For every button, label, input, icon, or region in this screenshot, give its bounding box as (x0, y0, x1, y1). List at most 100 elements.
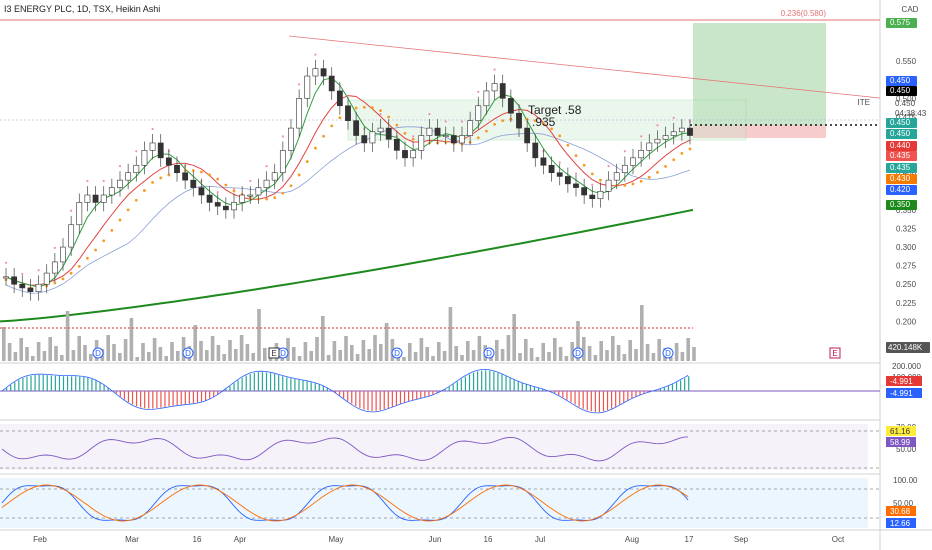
candle-body[interactable] (11, 276, 18, 285)
target-zone[interactable] (693, 23, 826, 125)
candle-body[interactable] (353, 120, 360, 136)
candle-body[interactable] (678, 127, 685, 133)
candle-body[interactable] (573, 183, 579, 188)
candle-body[interactable] (434, 127, 441, 136)
candle-body[interactable] (231, 202, 237, 211)
candle-body[interactable] (76, 202, 83, 226)
candle-body[interactable] (475, 105, 482, 121)
candle-body[interactable] (328, 75, 335, 92)
candles[interactable] (3, 59, 693, 301)
candle-body[interactable] (174, 164, 180, 174)
candle-body[interactable] (548, 164, 555, 174)
candle-body[interactable] (117, 179, 123, 188)
candle-body[interactable] (19, 283, 26, 289)
candle-body[interactable] (377, 127, 384, 133)
candle-body[interactable] (3, 276, 9, 279)
candle-body[interactable] (51, 261, 58, 274)
candle-body[interactable] (190, 179, 197, 188)
candle-body[interactable] (141, 150, 148, 166)
trend-line[interactable] (288, 35, 881, 99)
candle-body[interactable] (108, 187, 115, 196)
candle-body[interactable] (125, 172, 132, 181)
candle-body[interactable] (687, 127, 693, 136)
candle-body[interactable] (296, 98, 303, 129)
stop-zone[interactable] (693, 125, 826, 138)
event-markers[interactable]: D D D D D D DE E (92, 347, 841, 359)
candle-body[interactable] (532, 142, 539, 159)
candle-body[interactable] (491, 83, 498, 92)
dividend-marker[interactable] (92, 347, 104, 359)
candle-body[interactable] (581, 187, 588, 196)
candle-body[interactable] (279, 150, 286, 174)
candle-body[interactable] (450, 135, 457, 144)
candle-body[interactable] (410, 150, 417, 159)
candle-body[interactable] (670, 131, 677, 136)
dividend-marker[interactable] (391, 347, 403, 359)
candle-body[interactable] (499, 83, 506, 99)
candle-body[interactable] (27, 287, 34, 292)
candle-body[interactable] (516, 112, 522, 129)
candle-body[interactable] (605, 179, 612, 192)
candle-body[interactable] (198, 187, 205, 196)
candle-body[interactable] (84, 194, 91, 203)
candle-body[interactable] (320, 68, 327, 77)
candle-body[interactable] (426, 127, 433, 136)
candle-body[interactable] (540, 157, 547, 166)
candle-body[interactable] (100, 194, 107, 203)
candle-body[interactable] (556, 172, 563, 177)
candle-body[interactable] (165, 157, 172, 166)
candle-body[interactable] (157, 142, 164, 159)
candle-body[interactable] (621, 164, 628, 174)
candle-body[interactable] (288, 127, 294, 151)
candle-body[interactable] (564, 176, 571, 185)
dividend-marker[interactable] (572, 347, 584, 359)
candle-body[interactable] (369, 131, 376, 144)
candle-body[interactable] (638, 150, 645, 159)
candle-body[interactable] (613, 172, 620, 181)
candle-body[interactable] (336, 90, 343, 107)
candle-body[interactable] (35, 283, 42, 292)
candle-body[interactable] (214, 202, 221, 207)
dividend-marker[interactable] (662, 347, 674, 359)
candle-body[interactable] (345, 105, 351, 121)
earnings-marker[interactable] (268, 347, 280, 359)
candle-body[interactable] (483, 90, 490, 107)
candle-body[interactable] (402, 150, 408, 159)
dividend-marker[interactable] (483, 347, 495, 359)
candle-body[interactable] (206, 194, 213, 203)
candle-body[interactable] (507, 98, 514, 114)
candle-body[interactable] (654, 138, 661, 144)
candle-body[interactable] (385, 127, 392, 140)
candle-body[interactable] (271, 172, 278, 181)
candle-body[interactable] (467, 120, 474, 136)
candle-body[interactable] (68, 224, 75, 248)
candle-body[interactable] (92, 194, 99, 203)
candle-body[interactable] (662, 135, 669, 140)
candle-body[interactable] (459, 135, 465, 144)
candle-body[interactable] (149, 142, 156, 151)
candle-body[interactable] (361, 135, 368, 144)
dividend-marker[interactable] (182, 347, 194, 359)
candle-body[interactable] (393, 138, 400, 151)
candle-body[interactable] (646, 142, 653, 151)
candle-body[interactable] (442, 135, 449, 138)
candle-body[interactable] (43, 272, 50, 285)
candle-body[interactable] (524, 127, 531, 144)
candle-body[interactable] (263, 179, 270, 188)
candle-body[interactable] (418, 135, 425, 151)
candle-body[interactable] (182, 172, 189, 181)
candle-body[interactable] (222, 205, 229, 211)
earnings-marker[interactable] (829, 347, 841, 359)
candle-body[interactable] (239, 194, 246, 203)
range-box[interactable] (347, 99, 747, 141)
candle-body[interactable] (247, 194, 254, 197)
candle-body[interactable] (597, 190, 604, 200)
candle-body[interactable] (630, 157, 636, 166)
candle-body[interactable] (312, 68, 319, 77)
candle-body[interactable] (133, 164, 140, 174)
candle-body[interactable] (589, 194, 596, 200)
candle-body[interactable] (304, 75, 311, 99)
candle-body[interactable] (60, 246, 66, 263)
